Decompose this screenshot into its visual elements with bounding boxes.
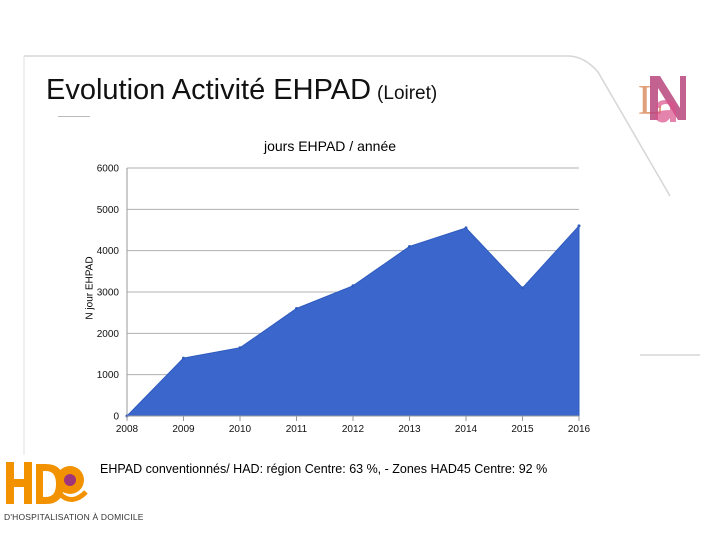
lna-letter-a [655, 100, 676, 123]
data-point-2015 [521, 286, 524, 290]
title-underline [58, 116, 90, 117]
x-tick-label: 2012 [342, 424, 365, 435]
y-tick-label: 2000 [97, 329, 120, 340]
slide-title-main: Evolution Activité EHPAD [46, 74, 372, 106]
data-point-2011 [295, 307, 298, 310]
x-tick-label: 2011 [286, 424, 308, 435]
data-point-2009 [182, 356, 185, 360]
x-tick-label: 2008 [116, 424, 139, 435]
y-tick-label: 0 [113, 412, 119, 423]
y-tick-label: 3000 [97, 288, 120, 299]
data-point-2016 [577, 224, 581, 228]
y-tick-label: 6000 [97, 164, 120, 175]
y-tick-label: 4000 [97, 246, 120, 257]
x-tick-label: 2016 [568, 424, 591, 435]
data-point-2013 [408, 245, 411, 248]
area-layer [125, 224, 581, 418]
chart-title: jours EHPAD / année [263, 138, 397, 154]
y-tick-label: 5000 [97, 205, 120, 216]
footnote: EHPAD conventionnés/ HAD: région Centre:… [100, 462, 548, 476]
lna-logo: L [638, 76, 686, 124]
slide-title-sub: (Loiret) [377, 83, 438, 104]
x-tick-label: 2015 [511, 424, 534, 435]
tick-layer: 0 1000 2000 3000 4000 5000 6000 2008 2009 2010 201… [97, 164, 591, 436]
data-point-2012 [351, 284, 355, 288]
had-logo-text: D'HOSPITALISATION À DOMICILE [4, 512, 144, 522]
x-tick-label: 2009 [172, 424, 195, 435]
x-tick-label: 2014 [455, 424, 478, 435]
x-tick-label: 2010 [229, 424, 252, 435]
area-series-fill [125, 224, 580, 417]
data-point-2010 [238, 346, 242, 350]
y-tick-label: 1000 [97, 370, 120, 381]
data-point-2014 [464, 226, 468, 230]
slide-title: Evolution Activité EHPAD (Loiret) [46, 74, 437, 107]
x-tick-label: 2013 [398, 424, 421, 435]
lna-letter-n [650, 76, 686, 120]
had-logo [6, 462, 88, 504]
